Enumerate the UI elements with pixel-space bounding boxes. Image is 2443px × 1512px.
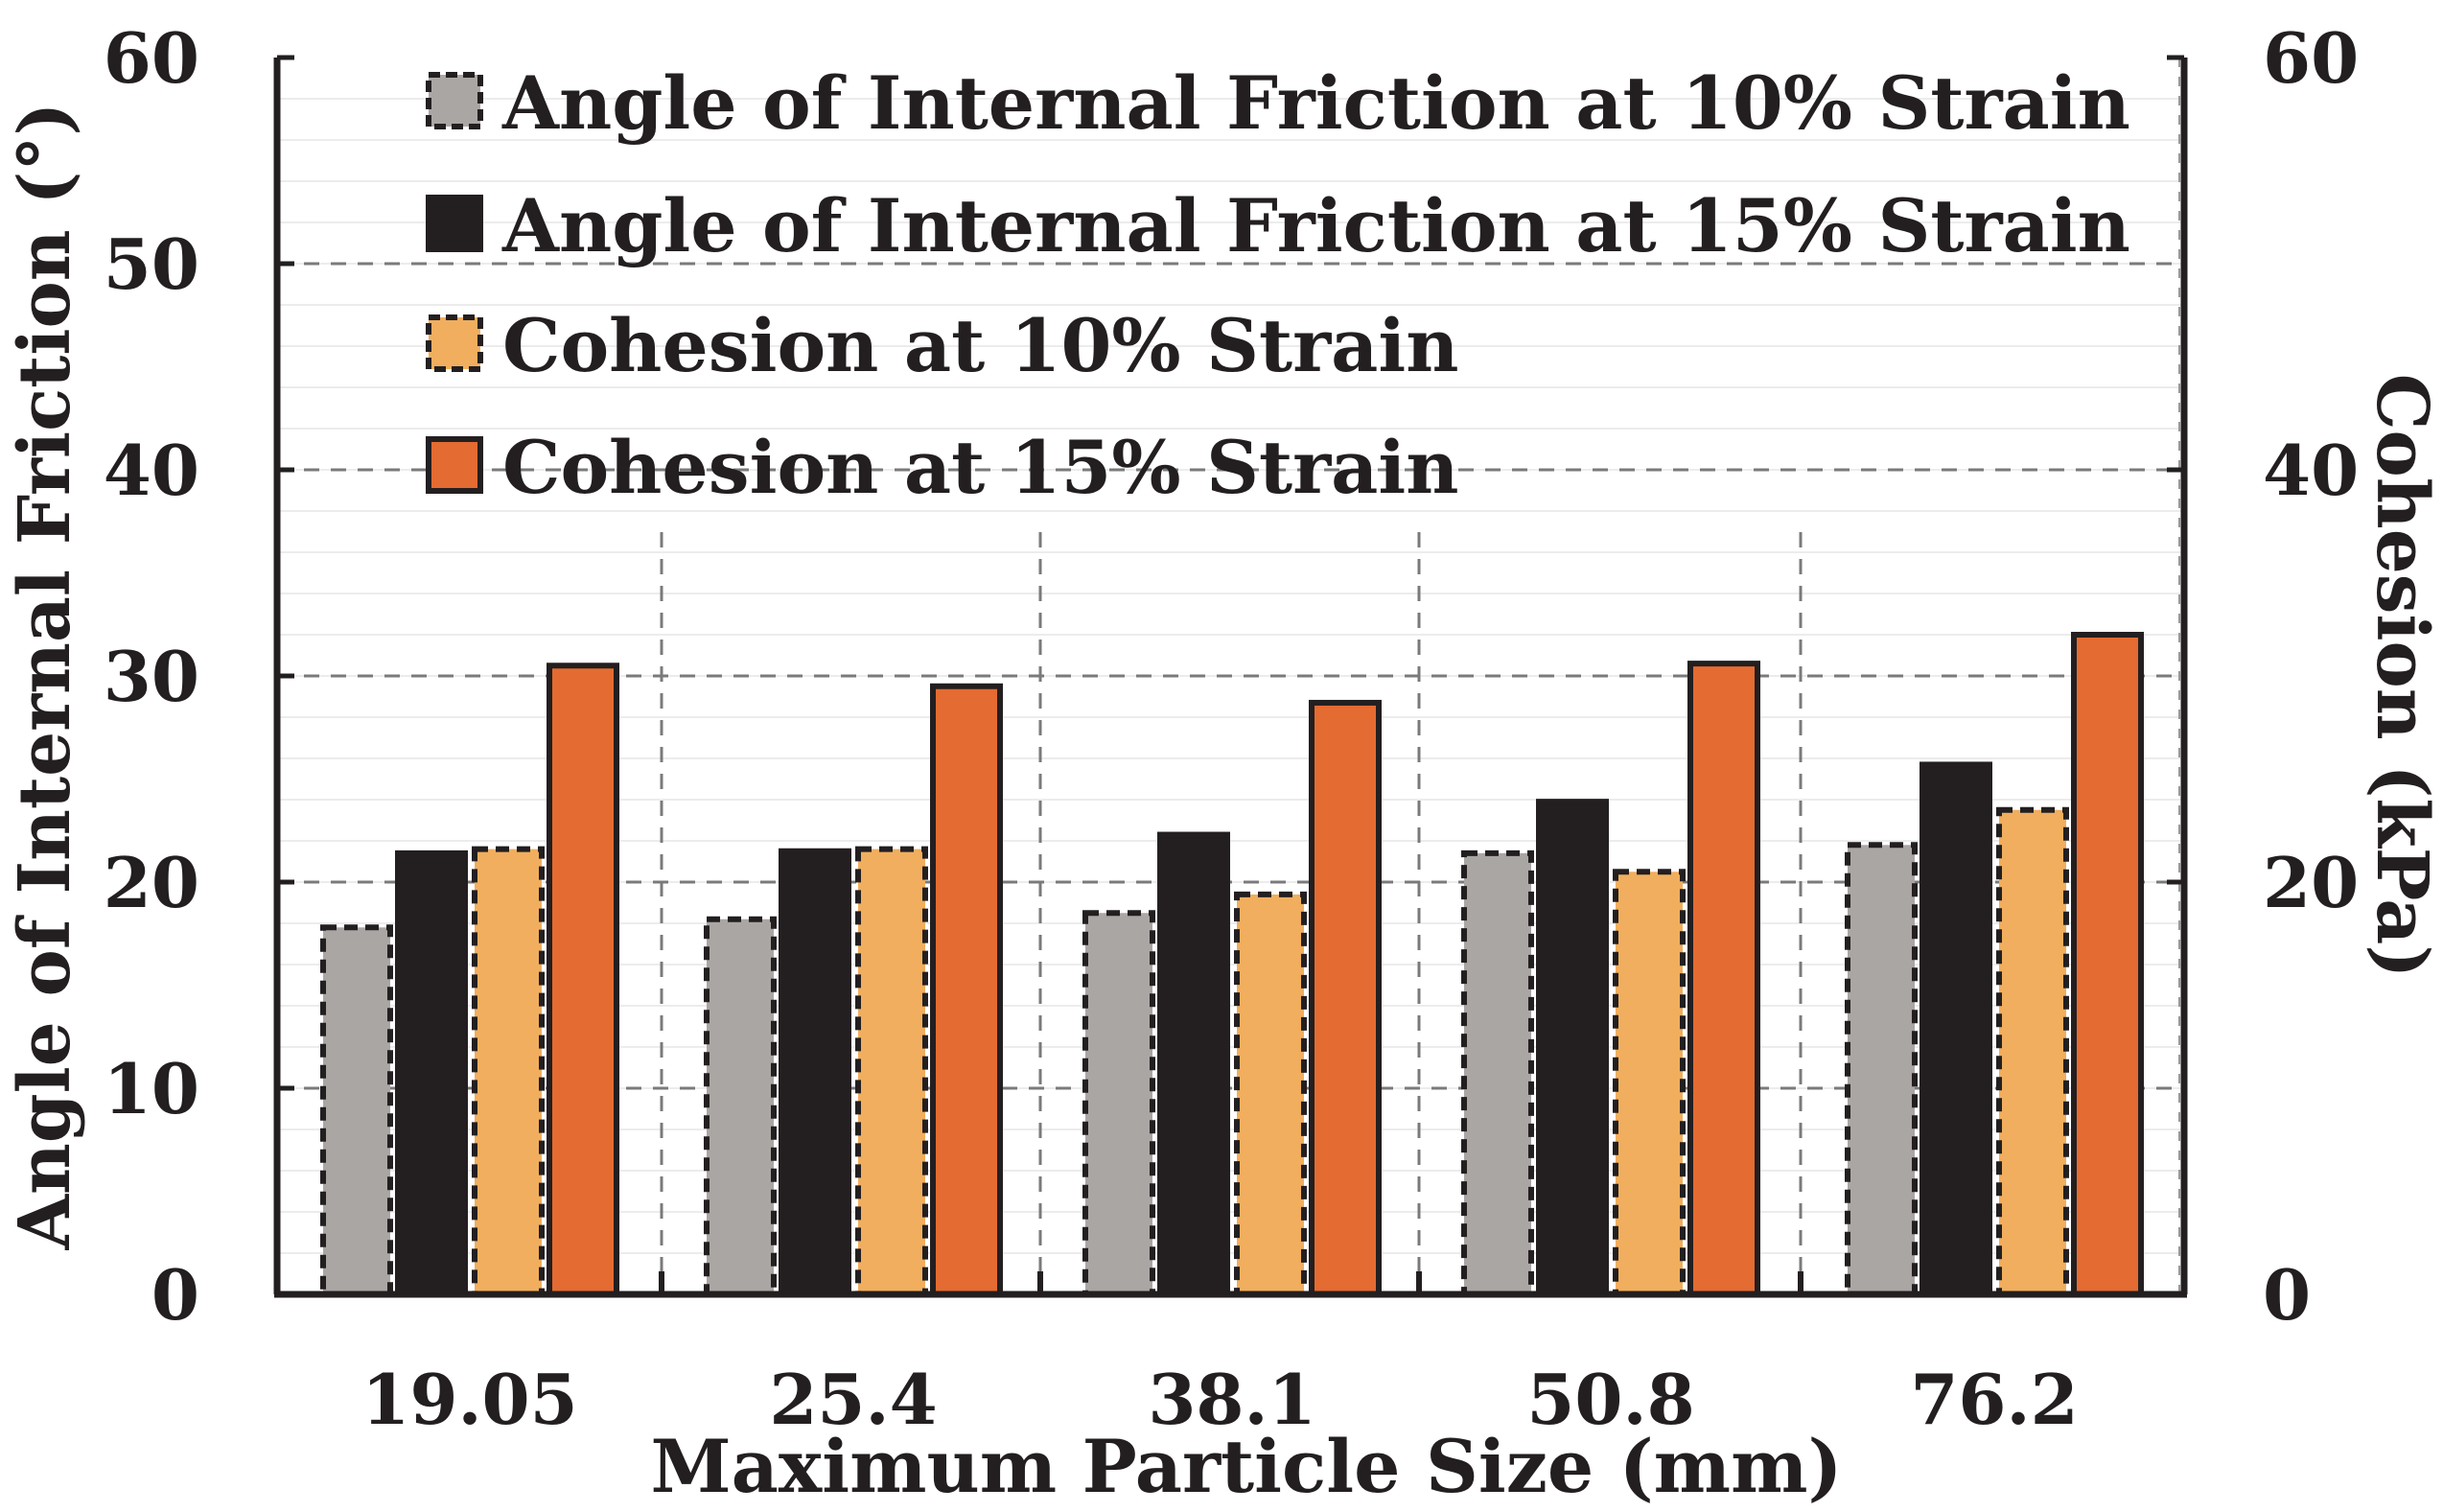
right-y-tick-label: 40 — [2263, 430, 2359, 511]
bar-friction-10-38.1 — [1082, 910, 1155, 1297]
x-axis-title: Maximum Particle Size (mm) — [651, 1424, 1843, 1507]
left-y-tick-label: 10 — [104, 1048, 199, 1129]
left-y-tick-label: 30 — [104, 636, 199, 717]
bar-cohesion-10-76.2 — [1996, 806, 2069, 1297]
right-y-tick-label: 20 — [2263, 842, 2359, 923]
right-y-axis-title: Cohesion (kPa) — [2361, 374, 2443, 979]
legend-label: Angle of Internal Friction at 15% Strain — [501, 183, 2130, 268]
legend: Angle of Internal Friction at 10% Strain… — [426, 60, 2130, 510]
right-y-tick-label: 60 — [2263, 17, 2359, 99]
bar-cohesion-15-38.1 — [1309, 699, 1382, 1297]
tick-labels: 0 10 20 30 40 50 60 0 20 40 60 19.05 25.4 38.1 50.8 76.… — [104, 17, 2359, 1440]
legend-label: Cohesion at 15% Strain — [502, 425, 1459, 510]
bar-cohesion-15-25.4 — [930, 683, 1003, 1297]
right-y-tick-label: 0 — [2263, 1254, 2311, 1336]
legend-swatch-cohesion-10 — [426, 314, 483, 372]
bar-friction-15-19.05 — [395, 849, 468, 1298]
x-tick-label: 50.8 — [1526, 1359, 1694, 1440]
left-y-tick-label: 0 — [151, 1254, 199, 1336]
bar-cohesion-15-19.05 — [547, 663, 619, 1297]
left-y-tick-label: 40 — [104, 430, 199, 511]
bar-friction-15-76.2 — [1920, 761, 1992, 1297]
legend-label: Cohesion at 10% Strain — [502, 303, 1459, 388]
bar-cohesion-15-76.2 — [2071, 632, 2144, 1297]
bar-friction-10-50.8 — [1461, 849, 1534, 1298]
bar-friction-10-19.05 — [320, 924, 393, 1297]
bar-friction-10-25.4 — [704, 916, 777, 1297]
bar-cohesion-10-25.4 — [855, 846, 928, 1297]
bar-friction-15-50.8 — [1536, 799, 1609, 1297]
legend-swatch-friction-15 — [426, 195, 483, 252]
legend-label: Angle of Internal Friction at 10% Strain — [501, 60, 2130, 146]
legend-swatch-cohesion-15 — [426, 436, 483, 494]
x-tick-label: 25.4 — [769, 1359, 937, 1440]
bars — [320, 632, 2144, 1298]
bar-cohesion-10-38.1 — [1234, 891, 1307, 1298]
legend-swatch-friction-10 — [426, 72, 483, 129]
x-tick-label: 19.05 — [361, 1359, 577, 1440]
bar-friction-15-38.1 — [1157, 831, 1230, 1297]
x-tick-label: 76.2 — [1910, 1359, 2078, 1440]
bar-friction-10-76.2 — [1845, 842, 1918, 1297]
bar-cohesion-10-19.05 — [472, 846, 545, 1297]
x-tick-label: 38.1 — [1148, 1359, 1315, 1440]
left-y-tick-label: 60 — [104, 17, 199, 99]
bar-friction-15-25.4 — [779, 848, 851, 1297]
bar-cohesion-10-50.8 — [1613, 869, 1686, 1297]
left-y-tick-label: 50 — [104, 223, 199, 305]
left-y-tick-label: 20 — [104, 842, 199, 923]
bar-cohesion-15-50.8 — [1687, 661, 1760, 1297]
left-y-axis-title: Angle of Internal Friction (°) — [4, 103, 86, 1251]
